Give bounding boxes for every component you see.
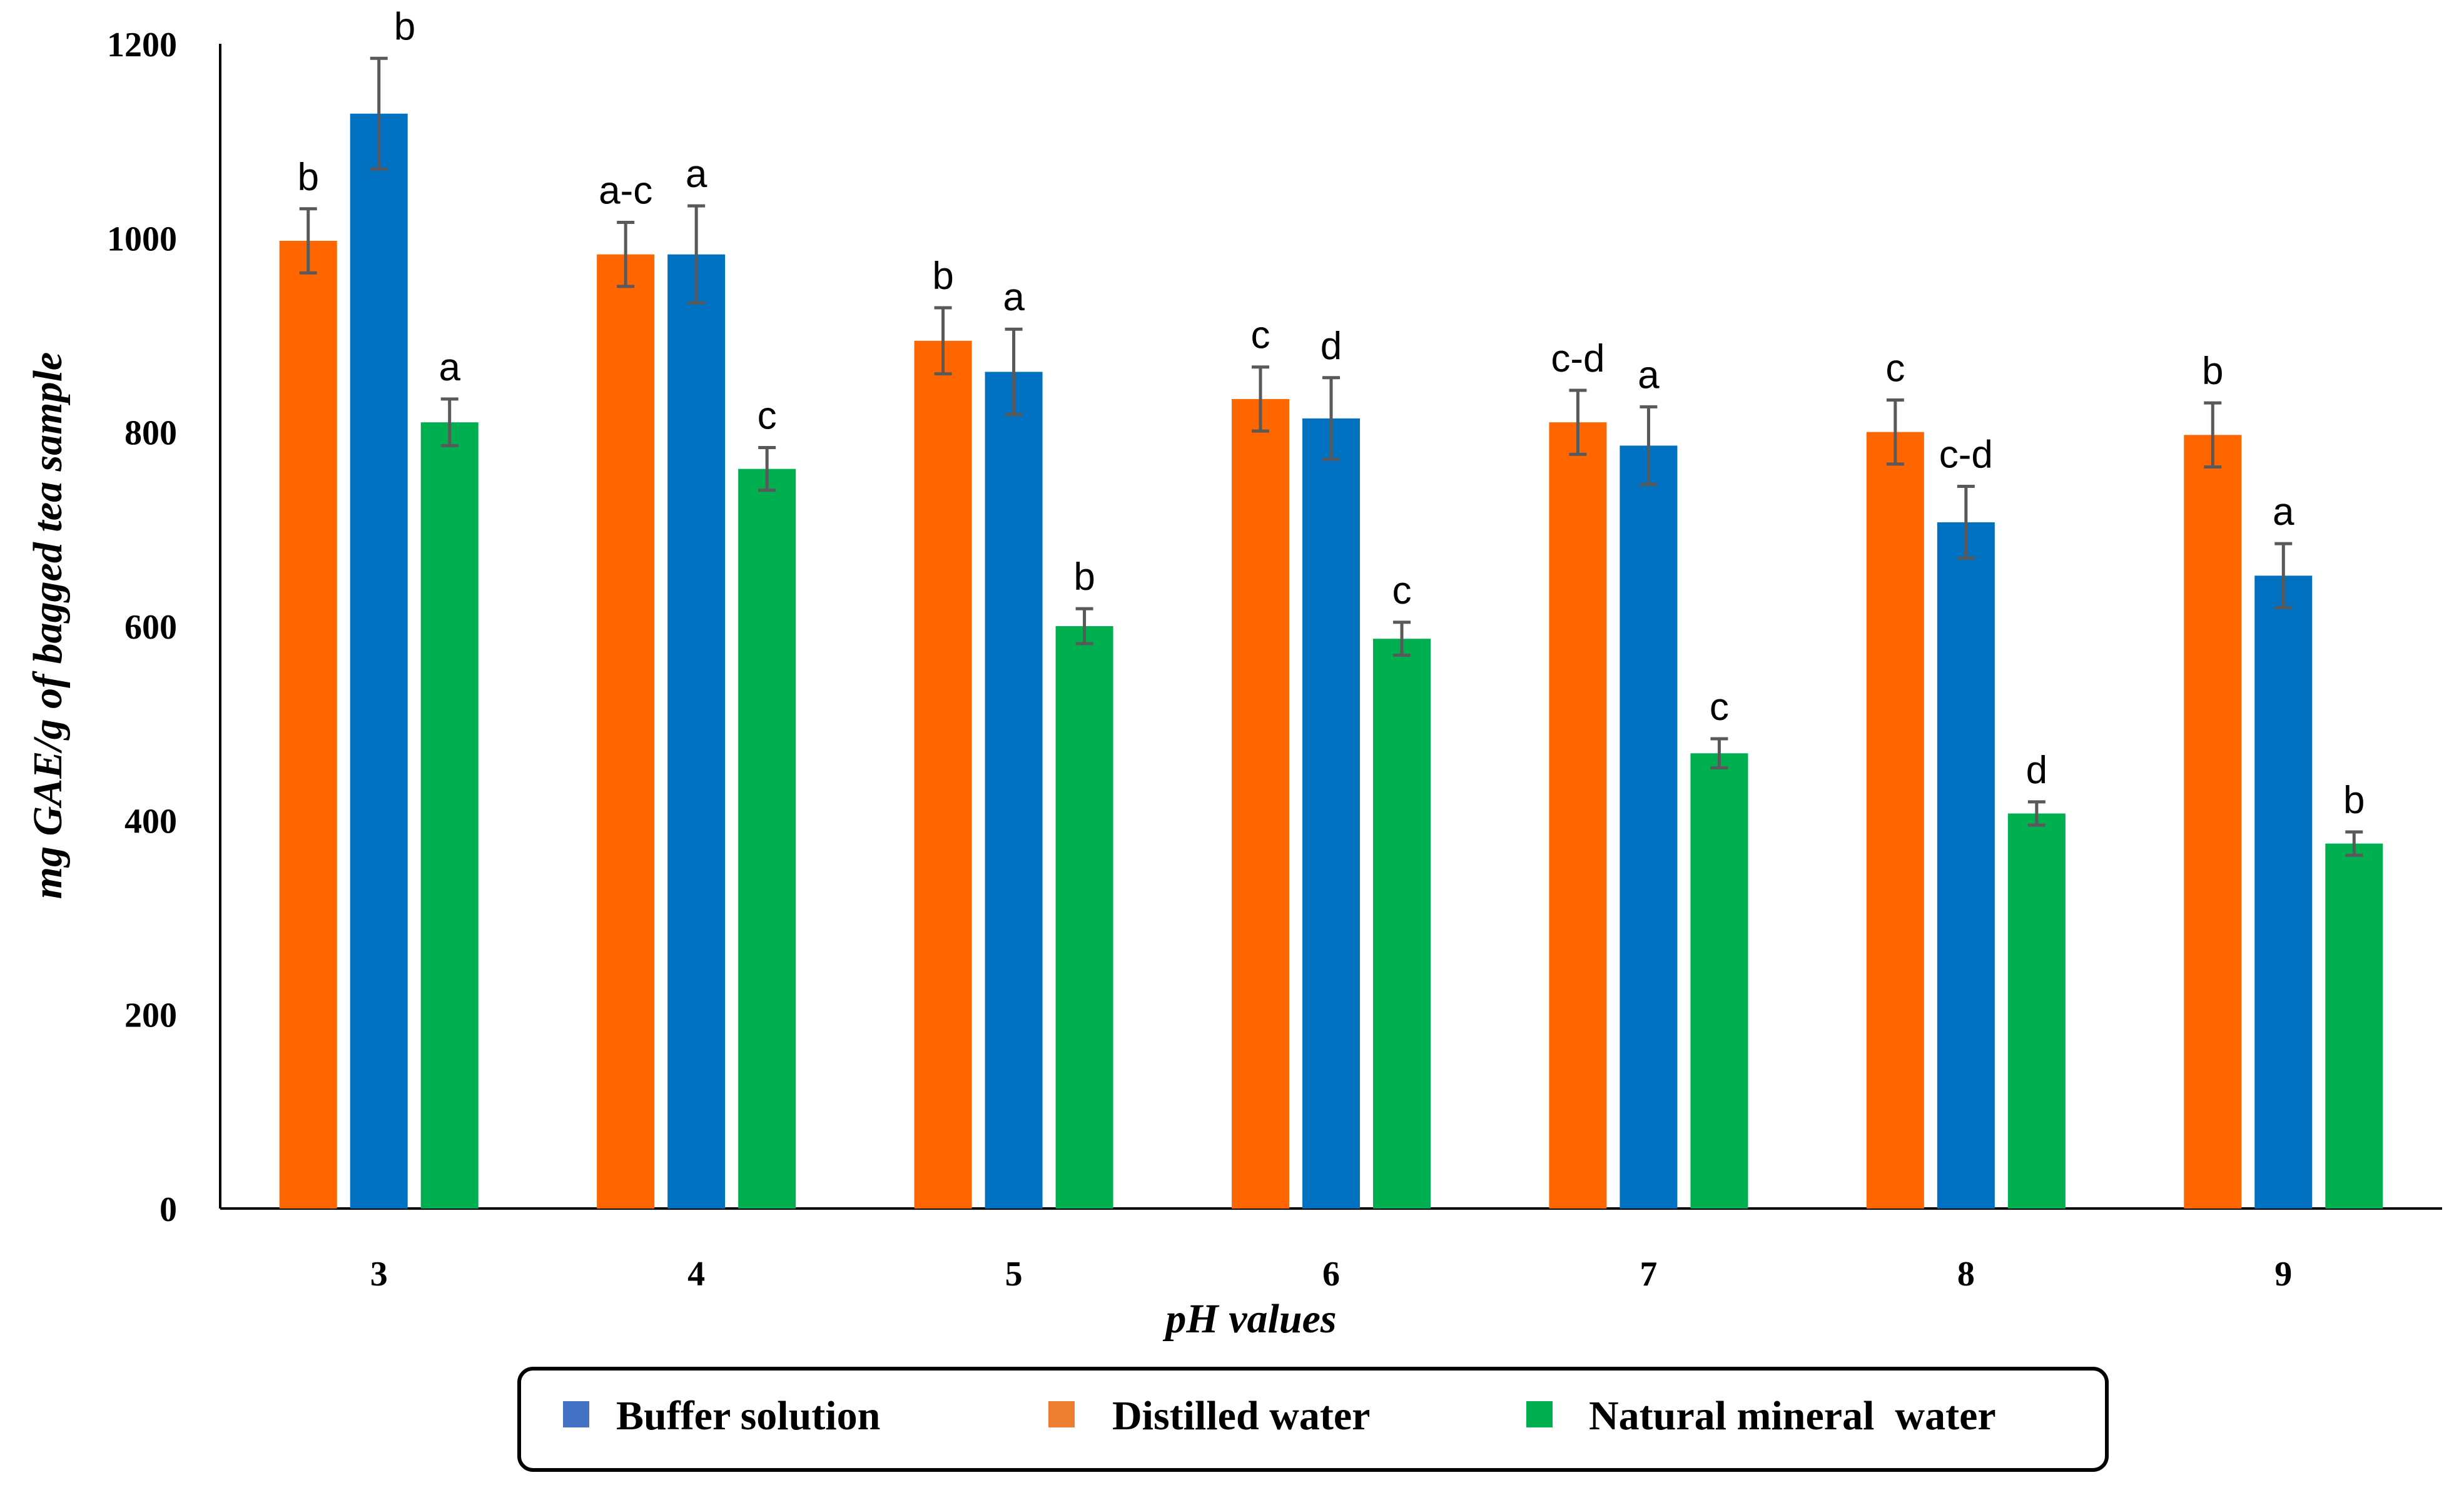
- error-bar: [299, 207, 317, 275]
- legend-label: Natural mineral water: [1589, 1393, 1996, 1439]
- y-tick-label: 800: [124, 414, 177, 453]
- significance-letter: c: [1251, 314, 1270, 357]
- bars: [279, 113, 2383, 1209]
- error-bar: [1322, 376, 1340, 461]
- significance-letter: a: [2273, 490, 2294, 534]
- x-tick-label: 8: [1957, 1255, 1975, 1294]
- legend-swatch: [1048, 1401, 1075, 1427]
- y-tick-label: 600: [124, 608, 177, 647]
- y-tick-label: 200: [124, 996, 177, 1035]
- bar-buffer-solution-ph-5: [985, 372, 1043, 1209]
- significance-letter: c-d: [1551, 337, 1605, 380]
- bar-distilled-water-ph-8: [1866, 432, 1924, 1209]
- x-tick-label: 4: [687, 1255, 705, 1294]
- bar-distilled-water-ph-3: [279, 240, 337, 1209]
- x-tick-label: 7: [1640, 1255, 1657, 1294]
- legend: Buffer solution Distilled water Natural mi…: [517, 1367, 2109, 1472]
- y-tick-label: 0: [160, 1190, 177, 1229]
- significance-letter: b: [394, 5, 415, 48]
- bar-distilled-water-ph-7: [1549, 422, 1607, 1209]
- error-bar: [1886, 398, 1904, 466]
- bar-natural-mineral-water-ph-4: [738, 469, 796, 1209]
- error-bar: [1252, 365, 1269, 433]
- legend-swatch: [1526, 1401, 1553, 1427]
- bar-distilled-water-ph-4: [597, 254, 655, 1209]
- bar-buffer-solution-ph-4: [667, 254, 726, 1209]
- error-bar: [440, 397, 459, 447]
- x-axis-title: pH values: [1162, 1296, 1336, 1342]
- bar-buffer-solution-ph-8: [1937, 522, 1995, 1209]
- legend-swatch: [563, 1401, 589, 1427]
- bar-natural-mineral-water-ph-6: [1373, 639, 1431, 1209]
- y-tick-label: 1200: [107, 26, 177, 64]
- legend-label: Distilled water: [1112, 1393, 1370, 1439]
- bar-distilled-water-ph-6: [1232, 398, 1289, 1209]
- bar-natural-mineral-water-ph-8: [2007, 813, 2066, 1209]
- error-bar: [758, 445, 776, 492]
- bar-buffer-solution-ph-3: [350, 113, 408, 1209]
- significance-letter: d: [2026, 749, 2047, 792]
- x-tick-labels: 3 4 5 6 7 8 9: [370, 1255, 2293, 1294]
- y-tick-label: 400: [124, 802, 177, 841]
- bar-natural-mineral-water-ph-9: [2325, 843, 2383, 1209]
- error-bar: [1640, 405, 1658, 486]
- x-tick-label: 3: [370, 1255, 388, 1294]
- error-bar: [687, 204, 706, 305]
- error-bar: [1005, 327, 1023, 417]
- significance-letter: c: [1392, 569, 1412, 612]
- significance-letter: c: [1885, 347, 1905, 390]
- y-tick-label: 1000: [107, 220, 177, 258]
- error-bar: [1393, 621, 1411, 657]
- error-bar: [1710, 737, 1728, 770]
- significance-letter: b: [2343, 779, 2365, 822]
- significance-letter: c-d: [1939, 433, 1993, 477]
- significance-letters: b a-c b c c-d c b b a a d a c-d a a c b c c d b: [297, 5, 2365, 822]
- significance-letter: a: [686, 153, 707, 196]
- error-bar: [617, 221, 635, 288]
- bar-buffer-solution-ph-9: [2254, 575, 2313, 1209]
- y-tick-labels: 0 200 400 600 800 1000 1200: [107, 26, 177, 1229]
- significance-letter: a-c: [599, 170, 652, 213]
- error-bar: [1569, 388, 1587, 456]
- bar-buffer-solution-ph-6: [1302, 418, 1360, 1209]
- significance-letter: c: [1710, 686, 1729, 729]
- significance-letter: b: [1073, 555, 1095, 599]
- legend-frame: [517, 1367, 2109, 1472]
- bar-natural-mineral-water-ph-5: [1055, 626, 1113, 1209]
- error-bar: [370, 56, 388, 171]
- error-bar: [2027, 800, 2046, 827]
- significance-letter: b: [297, 156, 318, 199]
- error-bar: [1957, 485, 1975, 560]
- error-bar: [2345, 830, 2363, 857]
- significance-letter: d: [1321, 325, 1342, 368]
- bar-distilled-water-ph-5: [914, 340, 972, 1209]
- x-tick-label: 9: [2274, 1255, 2292, 1294]
- bar-buffer-solution-ph-7: [1620, 445, 1678, 1209]
- error-bar: [2204, 401, 2222, 469]
- axes-layer: pH values mg GAE/g of bagged tea sample: [25, 44, 2442, 1342]
- significance-letter: a: [439, 346, 460, 389]
- bar-natural-mineral-water-ph-3: [420, 422, 479, 1209]
- x-tick-label: 5: [1005, 1255, 1023, 1294]
- significance-letter: c: [758, 394, 777, 437]
- significance-letter: b: [2202, 350, 2223, 393]
- bar-natural-mineral-water-ph-7: [1690, 753, 1748, 1209]
- error-bars: [299, 56, 2363, 857]
- error-bar: [2274, 542, 2293, 610]
- error-bar: [1075, 607, 1093, 646]
- bar-distilled-water-ph-9: [2184, 435, 2242, 1209]
- significance-letter: a: [1003, 276, 1025, 319]
- y-axis-title: mg GAE/g of bagged tea sample: [25, 352, 71, 899]
- significance-letter: a: [1638, 353, 1660, 397]
- x-tick-label: 6: [1322, 1255, 1340, 1294]
- error-bar: [934, 306, 952, 376]
- significance-letter: b: [932, 255, 953, 298]
- legend-label: Buffer solution: [616, 1393, 880, 1439]
